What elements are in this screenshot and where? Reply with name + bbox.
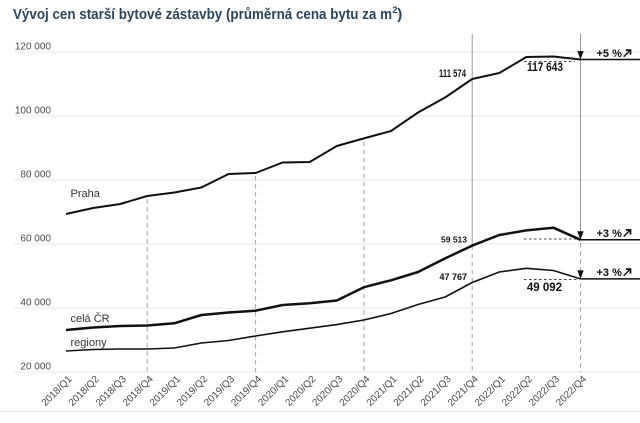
svg-text:+5 %: +5 % xyxy=(597,48,623,60)
svg-text:2: 2 xyxy=(392,5,397,16)
svg-text:+3 %: +3 % xyxy=(597,228,623,240)
svg-text:59 513: 59 513 xyxy=(441,235,467,245)
svg-text:celá ČR: celá ČR xyxy=(71,312,110,325)
svg-text:40 000: 40 000 xyxy=(20,298,51,309)
svg-text:20 000: 20 000 xyxy=(20,362,51,373)
svg-text:100 000: 100 000 xyxy=(15,106,52,117)
svg-text:47 767: 47 767 xyxy=(439,272,467,282)
svg-text:+3 %: +3 % xyxy=(597,267,623,279)
svg-text:120 000: 120 000 xyxy=(15,42,52,53)
svg-text:Praha: Praha xyxy=(71,188,101,200)
svg-text:): ) xyxy=(397,6,402,23)
svg-text:regiony: regiony xyxy=(71,337,108,349)
svg-text:60 000: 60 000 xyxy=(20,234,51,245)
svg-text:Vývoj cen starší bytové zástav: Vývoj cen starší bytové zástavby (průměr… xyxy=(13,6,392,23)
svg-text:80 000: 80 000 xyxy=(20,170,51,181)
svg-text:49 092: 49 092 xyxy=(527,282,562,294)
svg-text:117 643: 117 643 xyxy=(527,61,563,74)
svg-text:111 574: 111 574 xyxy=(439,68,467,81)
